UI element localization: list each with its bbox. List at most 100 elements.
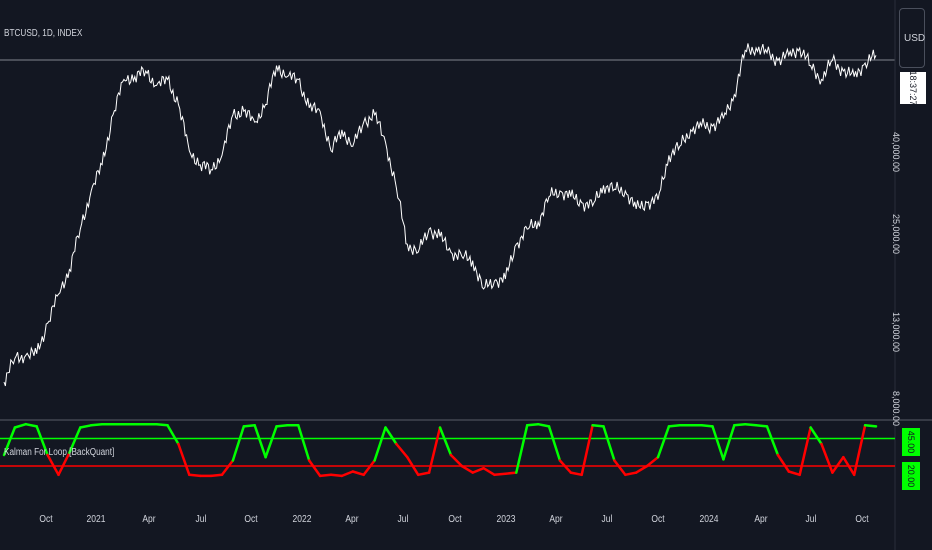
oscillator-segment (613, 459, 627, 477)
oscillator-segment (493, 472, 507, 477)
oscillator-segment (373, 426, 387, 462)
oscillator-segment (569, 471, 583, 477)
oscillator-segment (842, 455, 856, 477)
oscillator-segment (765, 425, 780, 457)
oscillator-segment (166, 424, 180, 446)
oscillator-segment (831, 455, 845, 474)
oscillator-segment (46, 453, 60, 477)
oscillator-segment (68, 426, 82, 455)
oscillator-segment (656, 425, 671, 459)
oscillator-segment (591, 424, 605, 428)
oscillator-segment (809, 426, 823, 446)
oscillator-segment (188, 473, 202, 478)
x-tick-label: 2021 (86, 514, 106, 525)
oscillator-segment (547, 425, 562, 462)
oscillator-segment (242, 424, 256, 428)
oscillator-segment (395, 442, 409, 459)
oscillator-segment (384, 426, 398, 446)
oscillator-segment (558, 459, 573, 474)
oscillator-segment (416, 471, 431, 477)
y-tick-label: 8,000.00 (891, 391, 901, 427)
oscillator-segment (449, 453, 464, 468)
oscillator-segment (460, 464, 474, 474)
oscillator-segment (580, 424, 594, 477)
indicator-title[interactable]: Kalman For Loop [BackQuant] (4, 447, 115, 458)
oscillator-segment (253, 424, 267, 459)
oscillator-segment (2, 426, 17, 457)
oscillator-segment (787, 470, 801, 477)
oscillator-segment (645, 455, 660, 468)
currency-button-label: USD (904, 33, 926, 44)
x-tick-label: 2023 (496, 514, 516, 525)
x-tick-label: Jul (195, 514, 207, 525)
x-tick-label: Apr (142, 514, 156, 525)
x-tick-label: Apr (754, 514, 768, 525)
oscillator-segment (209, 473, 224, 478)
oscillator-segment (231, 425, 246, 462)
oscillator-segment (307, 459, 322, 478)
price-series-line (3, 43, 877, 387)
oscillator-segment (776, 453, 791, 473)
oscillator-segment (471, 466, 485, 474)
oscillator-segment (340, 470, 355, 478)
oscillator-segment (743, 422, 758, 427)
oscillator-segment (602, 425, 616, 462)
oscillator-segment (13, 422, 28, 429)
oscillator-segment (863, 424, 878, 428)
symbol-label[interactable]: BTCUSD, 1D, INDEX (4, 28, 83, 39)
oscillator-segment (754, 424, 769, 428)
oscillator-segment (504, 471, 518, 475)
oscillator-segment (624, 471, 638, 477)
oscillator-segment (297, 424, 311, 462)
x-tick-label: Jul (601, 514, 613, 525)
x-tick-label: Oct (244, 514, 258, 525)
oscillator-segment (482, 466, 496, 477)
oscillator-segment (427, 426, 442, 474)
oscillator-segment (438, 426, 453, 457)
upper-threshold-tag: 45.00 (902, 428, 920, 456)
currency-button[interactable]: USD (899, 8, 925, 68)
oscillator-segment (634, 464, 649, 474)
oscillator-segment (525, 422, 540, 427)
x-tick-label: Oct (651, 514, 665, 525)
oscillator-segment (177, 442, 191, 477)
oscillator-segment (711, 425, 725, 461)
x-tick-label: Jul (397, 514, 409, 525)
oscillator-segment (406, 455, 420, 477)
oscillator-segment (536, 422, 551, 428)
oscillator-segment (220, 459, 235, 477)
x-tick-label: 2024 (699, 514, 719, 525)
oscillator-segment (57, 451, 71, 477)
oscillator-segment (733, 422, 747, 427)
oscillator-segment (35, 425, 49, 457)
y-tick-label: 25,000.00 (891, 214, 901, 255)
y-tick-label: 40,000.00 (891, 132, 901, 173)
oscillator-segment (820, 442, 834, 474)
oscillator-segment (852, 424, 867, 477)
oscillator-segment (700, 424, 714, 428)
oscillator-segment (24, 422, 38, 428)
oscillator-segment (318, 473, 333, 478)
oscillator-segment (155, 422, 169, 427)
x-tick-label: Apr (345, 514, 359, 525)
oscillator-segment (329, 473, 344, 478)
oscillator-segment (89, 422, 104, 427)
oscillator-segment (667, 424, 682, 428)
y-tick-label: 13,000.00 (891, 312, 901, 353)
oscillator-segment (362, 459, 376, 477)
x-tick-label: Oct (39, 514, 53, 525)
oscillator-segment (722, 424, 736, 461)
oscillator-segment (275, 424, 289, 428)
x-tick-label: Jul (805, 514, 817, 525)
oscillator-segment (798, 426, 812, 477)
x-tick-label: 2022 (292, 514, 312, 525)
x-tick-label: Oct (448, 514, 462, 525)
oscillator-segment (79, 424, 93, 429)
oscillator-segment (351, 470, 365, 477)
last-price-tag: 18:37:27 (900, 70, 926, 106)
lower-threshold-tag: 20.00 (902, 462, 920, 490)
oscillator-segment (515, 424, 529, 474)
oscillator-segment (264, 425, 278, 459)
